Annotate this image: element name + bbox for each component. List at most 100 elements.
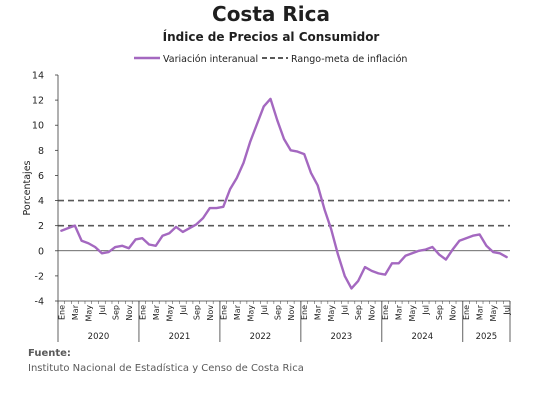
x-tick-label: Nov — [125, 305, 134, 321]
data-point — [269, 97, 272, 100]
data-point — [141, 237, 144, 240]
x-tick-label: May — [246, 305, 255, 322]
legend: Variación interanual Rango-meta de infla… — [134, 54, 407, 65]
x-tick-label: Jul — [98, 305, 107, 316]
x-tick-label: Sep — [354, 305, 363, 320]
year-label: 2021 — [169, 332, 191, 342]
x-tick-label: Mar — [71, 304, 80, 320]
x-tick-label: Mar — [233, 304, 242, 320]
data-point — [472, 234, 474, 237]
data-point — [377, 272, 380, 275]
data-point — [127, 247, 130, 250]
x-tick-label: Sep — [435, 305, 444, 320]
data-point — [384, 273, 387, 276]
data-point — [458, 239, 461, 242]
data-point — [505, 256, 508, 258]
data-point — [87, 242, 90, 245]
data-point — [229, 188, 231, 191]
y-tick-label: 12 — [32, 96, 44, 107]
data-point — [498, 252, 501, 255]
x-tick-label: Nov — [449, 305, 458, 321]
data-point — [357, 280, 360, 282]
year-label: 2025 — [476, 332, 498, 342]
data-point — [168, 232, 171, 235]
series-lines — [60, 97, 508, 290]
data-point — [80, 239, 83, 242]
legend-target-label: Rango-meta de inflación — [291, 54, 407, 65]
y-tick-label: 10 — [32, 121, 44, 132]
data-point — [438, 253, 441, 256]
x-tick-label: Sep — [111, 305, 120, 320]
data-point — [215, 207, 218, 209]
data-point — [283, 138, 285, 140]
data-point — [431, 246, 434, 248]
x-tick-label: May — [84, 305, 93, 322]
data-point — [330, 228, 333, 231]
data-point — [397, 262, 400, 265]
axes — [57, 75, 510, 302]
data-point — [175, 226, 177, 228]
x-tick-label: May — [489, 305, 498, 322]
x-tick-label: Sep — [192, 305, 201, 320]
x-tick-label: Nov — [368, 305, 377, 321]
x-tick-label: Jul — [179, 305, 188, 316]
data-point — [256, 123, 258, 125]
x-tick-label: Jul — [341, 305, 350, 316]
x-axis-month-ticks: Ene Mar May Jul Sep Nov Ene Mar May Jul Sep Nov Ene M… — [57, 301, 512, 322]
data-point — [316, 184, 319, 187]
x-tick-label: Ene — [138, 305, 147, 320]
year-label: 2023 — [331, 332, 353, 342]
x-tick-label: Nov — [287, 305, 296, 321]
x-tick-label: Ene — [462, 305, 471, 320]
data-point — [350, 287, 353, 290]
data-point — [276, 119, 279, 122]
data-point — [134, 238, 137, 241]
y-tick-label: 6 — [38, 171, 44, 182]
data-point — [424, 248, 427, 251]
y-axis-label: Porcentajes — [22, 160, 33, 215]
x-tick-label: May — [327, 305, 336, 322]
data-point — [404, 254, 407, 257]
data-point — [391, 262, 393, 265]
legend-series-label: Variación interanual — [163, 54, 258, 65]
data-point — [418, 249, 420, 252]
x-axis-year-labels: 2020 2021 2022 2023 2024 2025 — [57, 301, 511, 342]
data-point — [208, 207, 211, 209]
data-point — [100, 252, 103, 255]
data-point — [289, 149, 292, 152]
x-tick-label: Ene — [300, 305, 309, 320]
data-point — [451, 248, 454, 251]
y-tick-label: -4 — [35, 297, 44, 308]
data-point — [154, 244, 157, 247]
data-point — [249, 140, 252, 143]
data-point — [262, 105, 265, 108]
data-point — [337, 253, 339, 256]
data-point — [478, 233, 481, 236]
x-tick-label: May — [165, 305, 174, 322]
data-point — [222, 205, 225, 208]
data-point — [148, 243, 150, 246]
x-tick-label: Jul — [422, 305, 431, 316]
y-axis-ticks: -4 -2 0 2 4 6 8 10 12 14 — [32, 71, 58, 308]
x-tick-label: Sep — [273, 305, 282, 320]
y-tick-label: 14 — [32, 71, 44, 82]
data-point — [242, 161, 245, 164]
year-label: 2020 — [88, 332, 110, 342]
x-tick-label: Jul — [503, 305, 512, 316]
x-tick-label: Ene — [381, 305, 390, 320]
data-point — [73, 224, 76, 227]
data-point — [323, 208, 326, 211]
data-point — [235, 177, 238, 179]
y-tick-label: 8 — [38, 146, 44, 157]
year-label: 2022 — [250, 332, 272, 342]
x-tick-label: Mar — [152, 304, 161, 320]
data-point — [195, 223, 198, 226]
data-point — [343, 274, 346, 277]
x-tick-label: May — [408, 305, 417, 322]
x-tick-label: Nov — [206, 305, 215, 321]
x-tick-label: Mar — [476, 304, 485, 320]
data-point — [161, 234, 164, 237]
data-point — [485, 244, 488, 247]
data-point — [445, 258, 447, 261]
